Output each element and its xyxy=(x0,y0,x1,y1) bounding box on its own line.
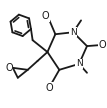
Text: O: O xyxy=(99,40,107,50)
Text: O: O xyxy=(5,63,13,73)
Text: O: O xyxy=(46,83,53,93)
Text: N: N xyxy=(70,28,77,37)
Text: N: N xyxy=(76,59,82,68)
Text: O: O xyxy=(42,11,49,21)
